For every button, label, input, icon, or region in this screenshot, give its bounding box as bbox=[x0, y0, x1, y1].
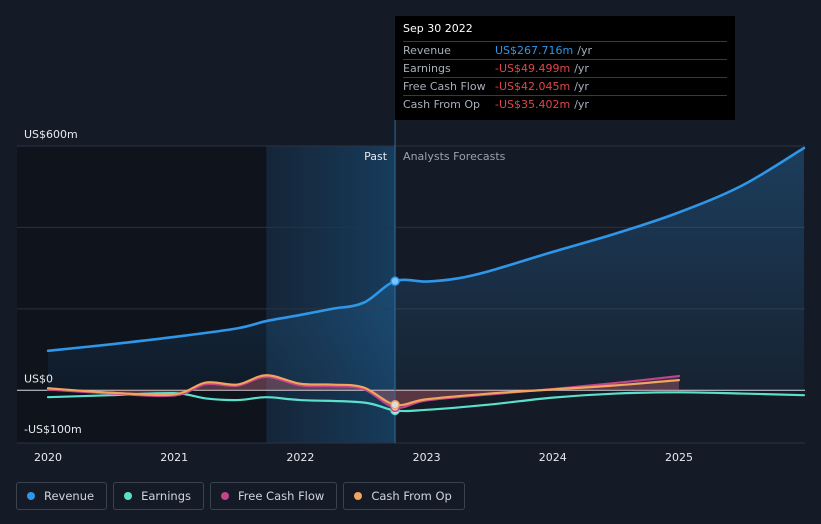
earnings-line bbox=[46, 391, 806, 413]
y-tick-label: -US$100m bbox=[24, 423, 82, 436]
y-tick-label: US$0 bbox=[24, 372, 53, 385]
legend: Revenue Earnings Free Cash Flow Cash Fro… bbox=[16, 482, 465, 512]
tooltip-row-earnings: Earnings -US$49.499m /yr bbox=[403, 59, 727, 77]
tooltip-row-free-cash-flow: Free Cash Flow -US$42.045m /yr bbox=[403, 77, 727, 95]
legend-dot-icon bbox=[124, 492, 133, 500]
forecast-label: Analysts Forecasts bbox=[403, 150, 506, 163]
x-tick-label: 2023 bbox=[413, 451, 441, 464]
tooltip-label: Revenue bbox=[403, 44, 451, 57]
tooltip-row-revenue: Revenue US$267.716m /yr bbox=[403, 41, 727, 59]
tooltip-value: US$267.716m bbox=[495, 44, 574, 57]
legend-dot-icon bbox=[221, 492, 229, 500]
revenue-marker bbox=[390, 276, 400, 286]
cash-from-op-line bbox=[46, 374, 681, 407]
x-tick-label: 2024 bbox=[539, 451, 567, 464]
legend-dot-icon bbox=[354, 492, 363, 500]
tooltip-value: -US$42.045m bbox=[495, 80, 571, 93]
legend-item-revenue[interactable]: Revenue bbox=[16, 482, 108, 510]
tooltip-label: Cash From Op bbox=[403, 98, 481, 111]
tooltip-row-cash-from-op: Cash From Op -US$35.402m /yr bbox=[403, 95, 727, 113]
chart: Past Analysts Forecasts US$600m US$0 -US$1… bbox=[17, 120, 806, 464]
legend-label: Cash From Op bbox=[371, 489, 452, 503]
free-cash-flow-area bbox=[48, 376, 679, 408]
past-label: Past bbox=[364, 150, 388, 163]
tooltip-unit: /yr bbox=[577, 44, 592, 57]
tooltip-label: Free Cash Flow bbox=[403, 80, 486, 93]
tooltip-unit: /yr bbox=[574, 98, 589, 111]
legend-dot-icon bbox=[27, 492, 35, 500]
cash-from-op-marker bbox=[390, 399, 400, 410]
y-tick-label: US$600m bbox=[24, 128, 78, 141]
legend-item-earnings[interactable]: Earnings bbox=[113, 482, 204, 510]
tooltip-unit: /yr bbox=[574, 62, 589, 75]
tooltip-date: Sep 30 2022 bbox=[403, 22, 473, 35]
legend-item-free-cash-flow[interactable]: Free Cash Flow bbox=[210, 482, 338, 510]
tooltip: Sep 30 2022 Revenue US$267.716m /yr Earn… bbox=[395, 16, 735, 120]
x-tick-label: 2022 bbox=[286, 451, 314, 464]
tooltip-unit: /yr bbox=[574, 80, 589, 93]
tooltip-value: -US$49.499m bbox=[495, 62, 571, 75]
x-tick-label: 2021 bbox=[160, 451, 188, 464]
legend-label: Revenue bbox=[44, 489, 95, 503]
revenue-line bbox=[46, 146, 806, 353]
x-tick-label: 2020 bbox=[34, 451, 62, 464]
x-tick-label: 2025 bbox=[665, 451, 693, 464]
legend-label: Free Cash Flow bbox=[238, 489, 325, 503]
tooltip-label: Earnings bbox=[403, 62, 451, 75]
legend-label: Earnings bbox=[141, 489, 191, 503]
legend-item-cash-from-op[interactable]: Cash From Op bbox=[343, 482, 465, 510]
tooltip-value: -US$35.402m bbox=[495, 98, 571, 111]
